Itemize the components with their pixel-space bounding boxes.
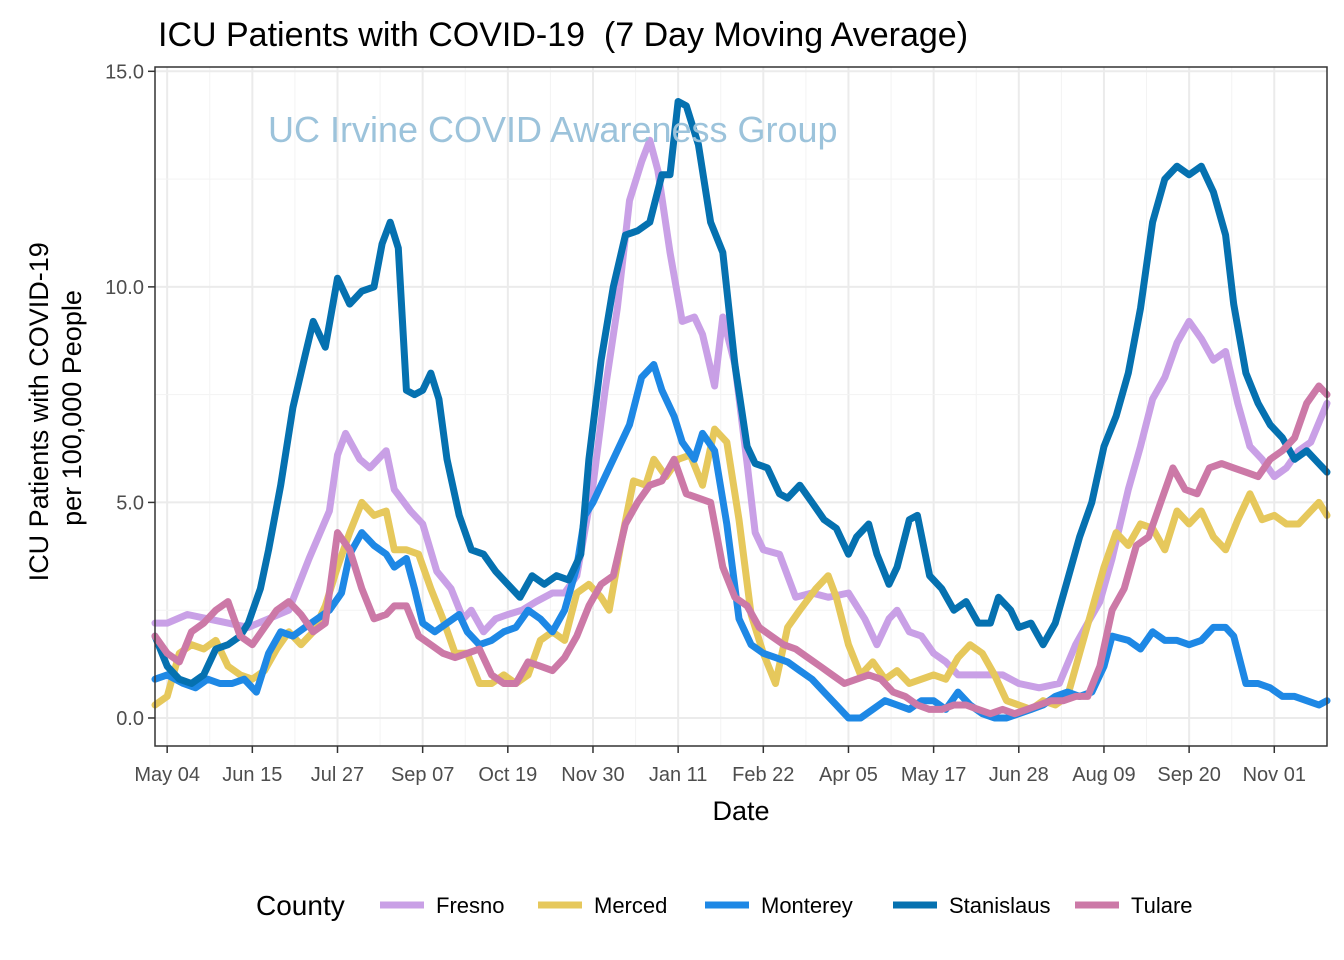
x-tick-label: Sep 07 — [391, 764, 454, 786]
x-tick-label: Nov 01 — [1243, 764, 1306, 786]
y-tick-label: 10.0 — [105, 277, 144, 299]
x-tick-label: Apr 05 — [819, 764, 878, 786]
legend-label-monterey: Monterey — [761, 893, 853, 918]
series-line-stanislaus — [151, 98, 1331, 687]
x-tick-label: May 04 — [134, 764, 200, 786]
watermark-annotation: UC Irvine COVID Awareness Group — [268, 109, 838, 150]
x-tick-label: Feb 22 — [732, 764, 794, 786]
x-axis-title: Date — [712, 796, 769, 826]
y-axis-title-line-1: ICU Patients with COVID-19 — [24, 242, 54, 581]
y-axis-title-line-2: per 100,000 People — [57, 290, 87, 526]
y-tick-label: 5.0 — [116, 492, 144, 514]
x-tick-label: Jul 27 — [311, 764, 364, 786]
legend-label-tulare: Tulare — [1131, 893, 1193, 918]
series-line-monterey — [151, 361, 1331, 722]
series-line-merced — [151, 425, 1331, 713]
legend: County Fresno Merced Monterey Stanislaus Tul… — [256, 890, 1193, 921]
chart-title: ICU Patients with COVID-19 (7 Day Moving… — [158, 16, 968, 54]
x-tick-label: Aug 09 — [1072, 764, 1135, 786]
x-tick-label: Jan 11 — [649, 764, 708, 786]
series-group — [151, 98, 1331, 722]
x-tick-label: Sep 20 — [1157, 764, 1220, 786]
y-tick-label: 15.0 — [105, 61, 144, 83]
x-tick-label: May 17 — [901, 764, 967, 786]
x-tick-label: Jun 15 — [222, 764, 282, 786]
x-axis-ticks: May 04 Jun 15 Jul 27 Sep 07 Oct 19 Nov 30 Jan … — [134, 746, 1306, 786]
x-tick-label: Oct 19 — [478, 764, 537, 786]
x-tick-label: Jun 28 — [989, 764, 1049, 786]
legend-label-merced: Merced — [594, 893, 667, 918]
legend-title: County — [256, 890, 345, 921]
series-line-tulare — [151, 382, 1331, 718]
legend-label-fresno: Fresno — [436, 893, 504, 918]
plot-border — [154, 66, 1328, 747]
y-axis-ticks: 0.0 5.0 10.0 15.0 — [105, 61, 155, 730]
y-axis-title: ICU Patients with COVID-19 per 100,000 P… — [24, 235, 87, 582]
legend-label-stanislaus: Stanislaus — [949, 893, 1051, 918]
y-tick-label: 0.0 — [116, 708, 144, 730]
x-tick-label: Nov 30 — [561, 764, 624, 786]
